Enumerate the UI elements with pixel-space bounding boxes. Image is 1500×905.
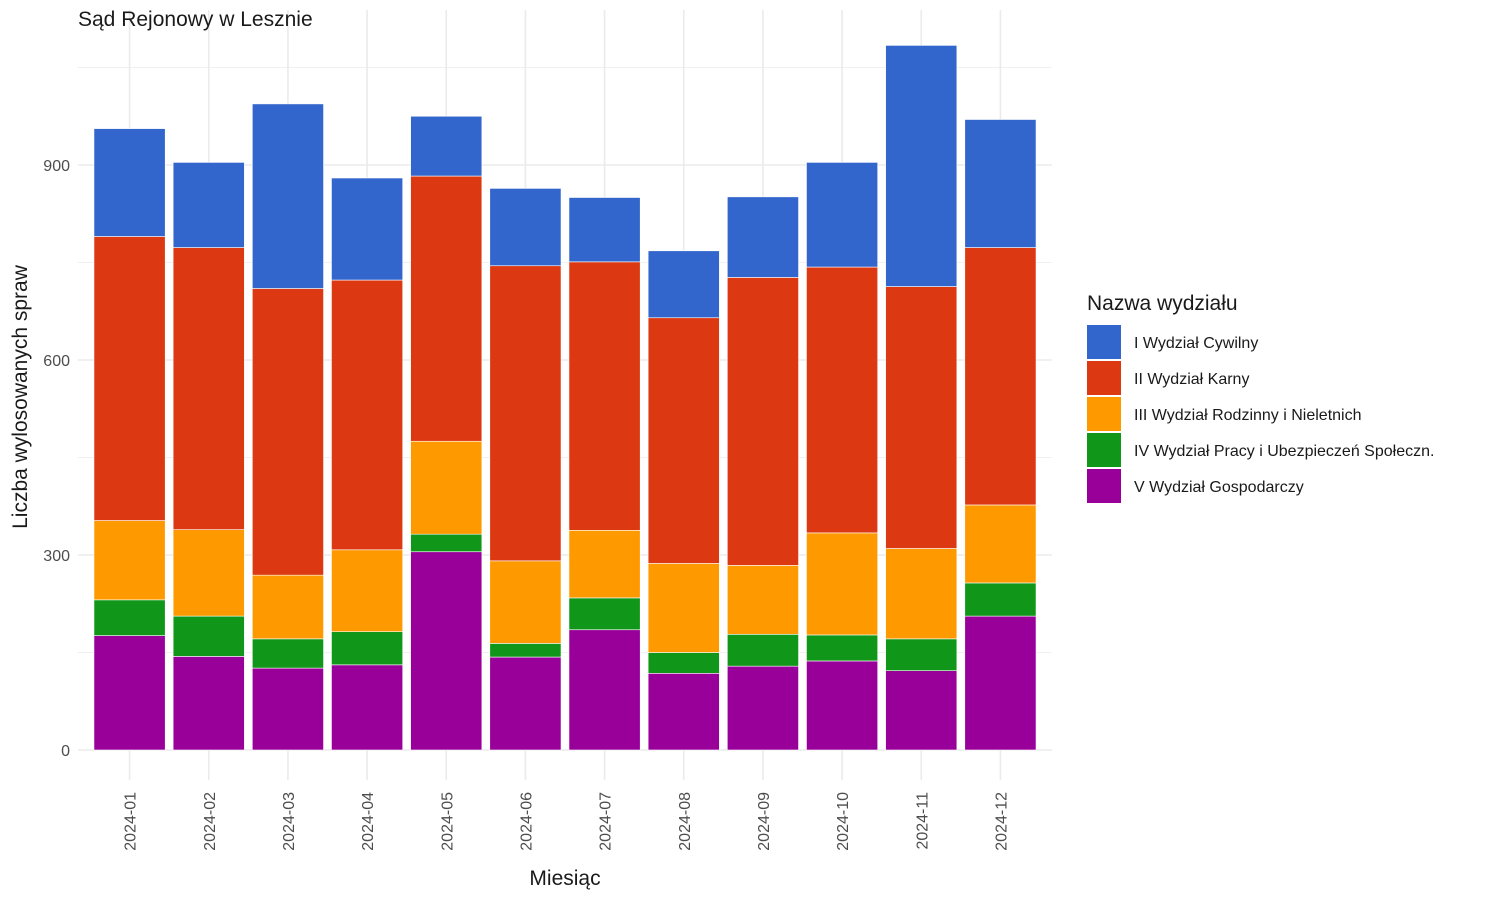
legend-swatch bbox=[1087, 469, 1121, 503]
x-tick-label: 2024-06 bbox=[518, 792, 535, 851]
bar-segment-2024-06-series-3 bbox=[489, 265, 562, 562]
bar-segment-2024-04-series-0 bbox=[331, 664, 404, 751]
y-tick-label: 900 bbox=[43, 158, 70, 175]
bar-segment-2024-03-series-3 bbox=[251, 288, 324, 576]
bar-segment-2024-01-series-2 bbox=[93, 520, 166, 601]
bar-segment-2024-01-series-4 bbox=[93, 128, 166, 237]
bar-segment-2024-07-series-1 bbox=[568, 597, 641, 631]
legend-label: V Wydział Gospodarczy bbox=[1134, 479, 1304, 496]
bar-segment-2024-03-series-0 bbox=[251, 667, 324, 751]
bar-segment-2024-09-series-1 bbox=[726, 633, 799, 667]
y-tick-label: 600 bbox=[43, 353, 70, 370]
legend-swatch bbox=[1087, 397, 1121, 431]
bar-segment-2024-11-series-4 bbox=[885, 45, 958, 287]
legend-items: I Wydział Cywilny II Wydział Karny III Wyd… bbox=[1087, 325, 1434, 503]
bar-segment-2024-04-series-2 bbox=[331, 549, 404, 632]
bar-segment-2024-11-series-3 bbox=[885, 286, 958, 549]
bar-segment-2024-01-series-3 bbox=[93, 236, 166, 521]
x-tick-label: 2024-01 bbox=[123, 792, 140, 851]
bar-segment-2024-04-series-1 bbox=[331, 631, 404, 666]
legend-label: III Wydział Rodzinny i Nieletnich bbox=[1134, 407, 1362, 424]
bar-segment-2024-02-series-4 bbox=[172, 162, 245, 248]
y-tick-label: 300 bbox=[43, 548, 70, 565]
bar-segment-2024-12-series-0 bbox=[964, 615, 1037, 751]
x-axis-title: Miesiąc bbox=[529, 867, 600, 890]
x-tick-label: 2024-10 bbox=[835, 792, 852, 851]
x-tick-label: 2024-12 bbox=[993, 792, 1010, 851]
bar-segment-2024-04-series-3 bbox=[331, 279, 404, 551]
bar-segment-2024-04-series-4 bbox=[331, 177, 404, 281]
bar-segment-2024-10-series-1 bbox=[806, 634, 879, 662]
bar-segment-2024-03-series-2 bbox=[251, 574, 324, 640]
bar-segment-2024-08-series-0 bbox=[647, 672, 720, 751]
legend-label: IV Wydział Pracy i Ubezpieczeń Społeczn. bbox=[1134, 443, 1434, 460]
bar-segment-2024-11-series-0 bbox=[885, 670, 958, 751]
x-tick-label: 2024-05 bbox=[439, 792, 456, 851]
x-tick-label: 2024-02 bbox=[202, 792, 219, 851]
bar-segment-2024-06-series-4 bbox=[489, 188, 562, 267]
bar-segment-2024-09-series-0 bbox=[726, 665, 799, 751]
bar-segment-2024-07-series-0 bbox=[568, 629, 641, 751]
bar-segment-2024-10-series-0 bbox=[806, 660, 879, 751]
legend-swatch bbox=[1087, 361, 1121, 395]
bar-segment-2024-11-series-1 bbox=[885, 638, 958, 671]
bar-segment-2024-11-series-2 bbox=[885, 548, 958, 640]
x-tick-label: 2024-04 bbox=[360, 792, 377, 851]
bar-segment-2024-12-series-4 bbox=[964, 119, 1037, 248]
bar-segment-2024-06-series-1 bbox=[489, 643, 562, 658]
bar-segment-2024-05-series-0 bbox=[410, 551, 483, 751]
bar-segment-2024-09-series-4 bbox=[726, 196, 799, 278]
bar-segment-2024-02-series-3 bbox=[172, 247, 245, 530]
bar-segment-2024-08-series-4 bbox=[647, 250, 720, 319]
bar-segment-2024-02-series-1 bbox=[172, 615, 245, 657]
bar-segment-2024-02-series-2 bbox=[172, 529, 245, 617]
legend: Nazwa wydziału I Wydział Cywilny II Wydzi… bbox=[1087, 292, 1434, 503]
x-tick-label: 2024-11 bbox=[914, 792, 931, 850]
bar-segment-2024-10-series-3 bbox=[806, 266, 879, 534]
bars bbox=[93, 45, 1037, 751]
bar-segment-2024-08-series-2 bbox=[647, 563, 720, 653]
bar-segment-2024-03-series-1 bbox=[251, 638, 324, 669]
x-tick-label: 2024-07 bbox=[598, 792, 615, 851]
bar-segment-2024-10-series-2 bbox=[806, 532, 879, 636]
bar-segment-2024-08-series-3 bbox=[647, 317, 720, 564]
x-tick-label: 2024-08 bbox=[677, 792, 694, 851]
bar-segment-2024-12-series-2 bbox=[964, 504, 1037, 584]
x-tick-label: 2024-03 bbox=[281, 792, 298, 851]
bar-segment-2024-06-series-2 bbox=[489, 560, 562, 644]
bar-segment-2024-03-series-4 bbox=[251, 103, 324, 289]
bar-segment-2024-08-series-1 bbox=[647, 652, 720, 674]
y-axis-ticks: 0 300 600 900 bbox=[43, 158, 70, 760]
legend-swatch bbox=[1087, 325, 1121, 359]
y-tick-label: 0 bbox=[61, 743, 70, 760]
x-tick-label: 2024-09 bbox=[756, 792, 773, 851]
bar-segment-2024-07-series-4 bbox=[568, 197, 641, 263]
bar-segment-2024-09-series-3 bbox=[726, 277, 799, 566]
legend-swatch bbox=[1087, 433, 1121, 467]
legend-title: Nazwa wydziału bbox=[1087, 292, 1238, 315]
bar-segment-2024-05-series-3 bbox=[410, 175, 483, 442]
bar-segment-2024-12-series-3 bbox=[964, 247, 1037, 506]
bar-segment-2024-05-series-2 bbox=[410, 440, 483, 535]
y-axis-title: Liczba wylosowanych spraw bbox=[9, 264, 32, 529]
legend-label: I Wydział Cywilny bbox=[1134, 335, 1258, 352]
bar-segment-2024-07-series-2 bbox=[568, 529, 641, 599]
bar-segment-2024-05-series-1 bbox=[410, 533, 483, 553]
chart-title: Sąd Rejonowy w Lesznie bbox=[78, 8, 313, 31]
bar-segment-2024-02-series-0 bbox=[172, 656, 245, 751]
bar-segment-2024-07-series-3 bbox=[568, 261, 641, 531]
bar-segment-2024-10-series-4 bbox=[806, 162, 879, 268]
bar-segment-2024-09-series-2 bbox=[726, 565, 799, 635]
bar-segment-2024-05-series-4 bbox=[410, 115, 483, 177]
bar-segment-2024-01-series-0 bbox=[93, 635, 166, 751]
legend-label: II Wydział Karny bbox=[1134, 371, 1249, 388]
bar-segment-2024-06-series-0 bbox=[489, 656, 562, 751]
bar-segment-2024-01-series-1 bbox=[93, 599, 166, 636]
bar-segment-2024-12-series-1 bbox=[964, 582, 1037, 617]
x-axis-ticks: 2024-01 2024-02 2024-03 2024-04 2024-05 2024-… bbox=[123, 792, 1011, 851]
